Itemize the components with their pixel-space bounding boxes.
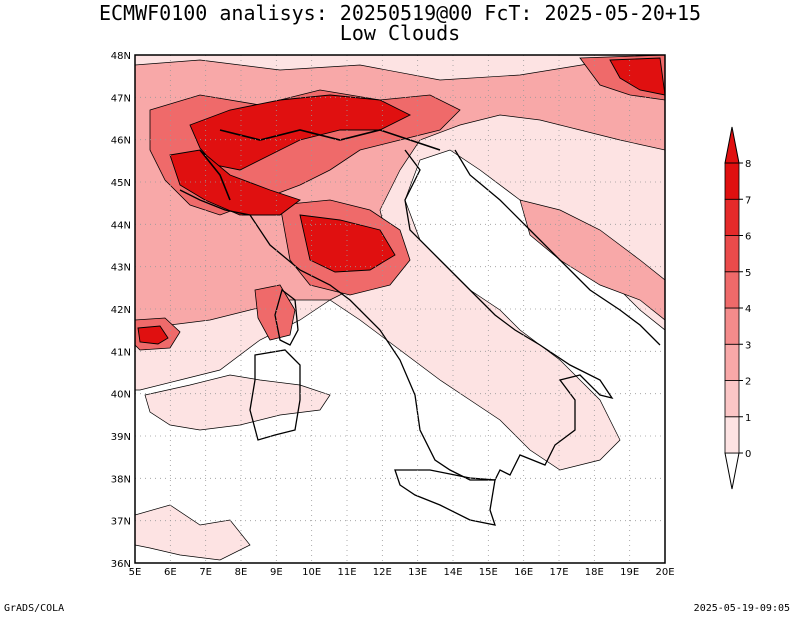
- sardinia-coast: [249, 349, 301, 441]
- lon-tick-label: 17E: [549, 567, 568, 578]
- chart-title: ECMWF0100 analisys: 20250519@00 FcT: 202…: [98, 1, 702, 25]
- lat-tick-label: 37N: [111, 517, 131, 528]
- lon-tick-label: 15E: [479, 567, 498, 578]
- cloud-area-balkans: [519, 199, 665, 321]
- lat-tick-labels: 36N 37N 38N 39N 40N 41N 42N 43N 44N 45N 46N 47N 48N: [111, 51, 131, 570]
- lat-tick-label: 41N: [111, 347, 131, 358]
- lon-tick-label: 14E: [443, 567, 462, 578]
- lon-tick-label: 6E: [164, 567, 177, 578]
- balkan-coast: [454, 149, 661, 346]
- colorbar-label: 5: [745, 268, 751, 279]
- lat-tick-label: 40N: [111, 390, 131, 401]
- colorbar-label: 6: [745, 232, 751, 243]
- french-border: [199, 149, 231, 201]
- lat-tick-label: 45N: [111, 178, 131, 189]
- colorbar-label: 1: [745, 413, 751, 424]
- italy-coast: [179, 149, 614, 481]
- lon-tick-label: 16E: [514, 567, 533, 578]
- lon-tick-label: 5E: [129, 567, 142, 578]
- lat-tick-label: 43N: [111, 263, 131, 274]
- colorbar-segment: [724, 307, 740, 345]
- lon-tick-label: 8E: [235, 567, 248, 578]
- colorbar-label: 7: [745, 195, 751, 206]
- colorbar-segment: [724, 380, 740, 418]
- colorbar-over-arrow: [724, 126, 740, 164]
- lon-tick-label: 18E: [585, 567, 604, 578]
- cloud-area-corsica: [254, 284, 296, 341]
- footer-timestamp: 2025-05-19-09:05: [693, 603, 790, 614]
- lat-tick-label: 47N: [111, 93, 131, 104]
- coastlines: [179, 149, 661, 526]
- lon-tick-label: 7E: [199, 567, 212, 578]
- lon-tick-label: 9E: [270, 567, 283, 578]
- grid-lines: [135, 55, 665, 563]
- lat-tick-label: 46N: [111, 136, 131, 147]
- colorbar-label: 3: [745, 340, 751, 351]
- lon-tick-label: 11E: [337, 567, 356, 578]
- cloud-area-level-8-west: [137, 325, 169, 345]
- colorbar-segment: [724, 198, 740, 236]
- cloud-area-level-8-tuscany: [299, 214, 396, 273]
- lat-tick-label: 36N: [111, 559, 131, 570]
- chart-subtitle: Low Clouds: [339, 21, 461, 45]
- colorbar: 0 1 2 3 4 5 6 7 8: [724, 126, 751, 490]
- footer-credit: GrADS/COLA: [4, 603, 65, 614]
- colorbar-segment: [724, 162, 740, 200]
- lon-tick-label: 20E: [655, 567, 674, 578]
- cloud-area-south: [135, 504, 251, 561]
- cloud-area-level-8-ne: [609, 57, 665, 96]
- cloud-area-level-8-liguria: [169, 149, 301, 216]
- lon-tick-label: 19E: [620, 567, 639, 578]
- colorbar-label: 0: [745, 449, 751, 460]
- sicily-coast: [394, 469, 496, 526]
- lon-tick-label: 12E: [373, 567, 392, 578]
- lat-tick-label: 38N: [111, 474, 131, 485]
- lat-tick-label: 48N: [111, 51, 131, 62]
- lat-tick-label: 44N: [111, 220, 131, 231]
- colorbar-segment: [724, 343, 740, 381]
- cloud-field: [135, 55, 665, 561]
- lon-tick-label: 10E: [302, 567, 321, 578]
- colorbar-under-arrow: [724, 452, 740, 490]
- colorbar-segment: [724, 416, 740, 454]
- lat-tick-label: 39N: [111, 432, 131, 443]
- lat-tick-label: 42N: [111, 305, 131, 316]
- lon-tick-labels: 5E 6E 7E 8E 9E 10E 11E 12E 13E 14E 15E 16E 17E 18E 19E…: [129, 567, 675, 578]
- map-frame: [134, 54, 666, 564]
- colorbar-label: 4: [745, 304, 751, 315]
- colorbar-segment: [724, 271, 740, 309]
- colorbar-label: 8: [745, 159, 751, 170]
- corsica-coast: [274, 288, 299, 346]
- colorbar-segment: [724, 235, 740, 273]
- lon-tick-label: 13E: [408, 567, 427, 578]
- colorbar-label: 2: [745, 377, 751, 388]
